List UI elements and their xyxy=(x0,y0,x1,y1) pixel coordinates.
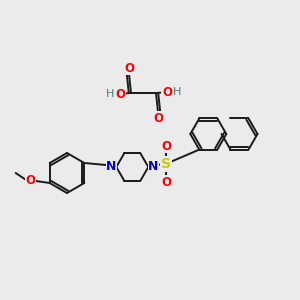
Text: N: N xyxy=(148,160,158,172)
Text: O: O xyxy=(124,61,134,74)
Text: O: O xyxy=(153,112,163,124)
Text: O: O xyxy=(115,88,125,100)
Text: S: S xyxy=(161,157,171,171)
Text: O: O xyxy=(161,176,171,188)
Text: O: O xyxy=(161,140,171,152)
Text: N: N xyxy=(106,160,116,172)
Text: H: H xyxy=(106,89,114,99)
Text: O: O xyxy=(162,85,172,98)
Text: O: O xyxy=(26,175,36,188)
Text: H: H xyxy=(173,87,181,97)
